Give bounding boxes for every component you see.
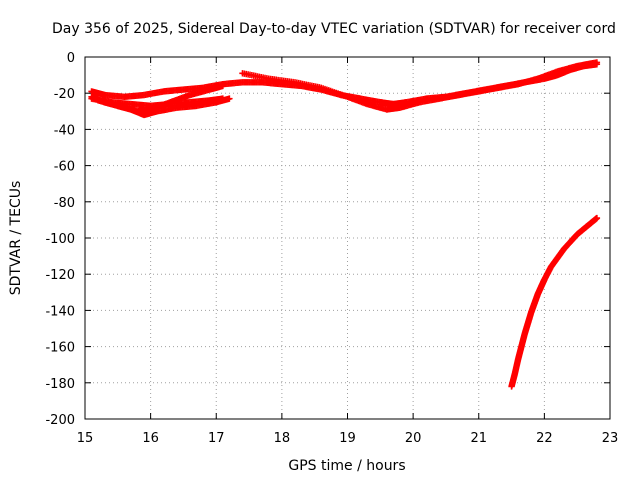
y-tick-label: -200 (45, 413, 75, 428)
y-tick-label: -120 (45, 268, 75, 283)
data-point (226, 95, 233, 102)
series-arc-steep (508, 214, 601, 390)
y-tick-label: -140 (45, 304, 75, 319)
chart-title: Day 356 of 2025, Sidereal Day-to-day VTE… (52, 21, 616, 37)
x-tick-label: 15 (77, 431, 94, 446)
y-tick-label: -20 (54, 87, 75, 102)
y-axis-label: SDTVAR / TECUs (8, 181, 24, 296)
x-tick-label: 21 (470, 431, 487, 446)
x-tick-label: 18 (274, 431, 291, 446)
data-point (219, 95, 227, 102)
y-tick-label: -100 (45, 232, 75, 247)
series-arc-main-low (239, 59, 601, 113)
x-tick-label: 16 (142, 431, 159, 446)
y-tick-label: -180 (45, 377, 75, 392)
y-tick-label: -60 (54, 160, 75, 175)
axis-ticks: 15 16 17 18 19 20 21 22 23 0 -20 -40 -60 -80 -100 -120 -… (45, 51, 618, 446)
y-tick-label: 0 (67, 51, 75, 66)
data-point (593, 214, 601, 222)
x-axis-label: GPS time / hours (288, 458, 405, 474)
data-point (593, 59, 601, 66)
x-tick-label: 20 (405, 431, 422, 446)
x-tick-label: 22 (536, 431, 553, 446)
y-tick-label: -160 (45, 341, 75, 356)
x-tick-label: 19 (339, 431, 356, 446)
grid-lines (85, 57, 610, 419)
y-tick-label: -80 (54, 196, 75, 211)
y-tick-label: -40 (54, 123, 75, 138)
data-points (88, 59, 601, 390)
data-point (219, 82, 227, 90)
x-tick-label: 23 (602, 431, 619, 446)
series-arc-early-c (94, 82, 227, 115)
x-tick-label: 17 (208, 431, 225, 446)
